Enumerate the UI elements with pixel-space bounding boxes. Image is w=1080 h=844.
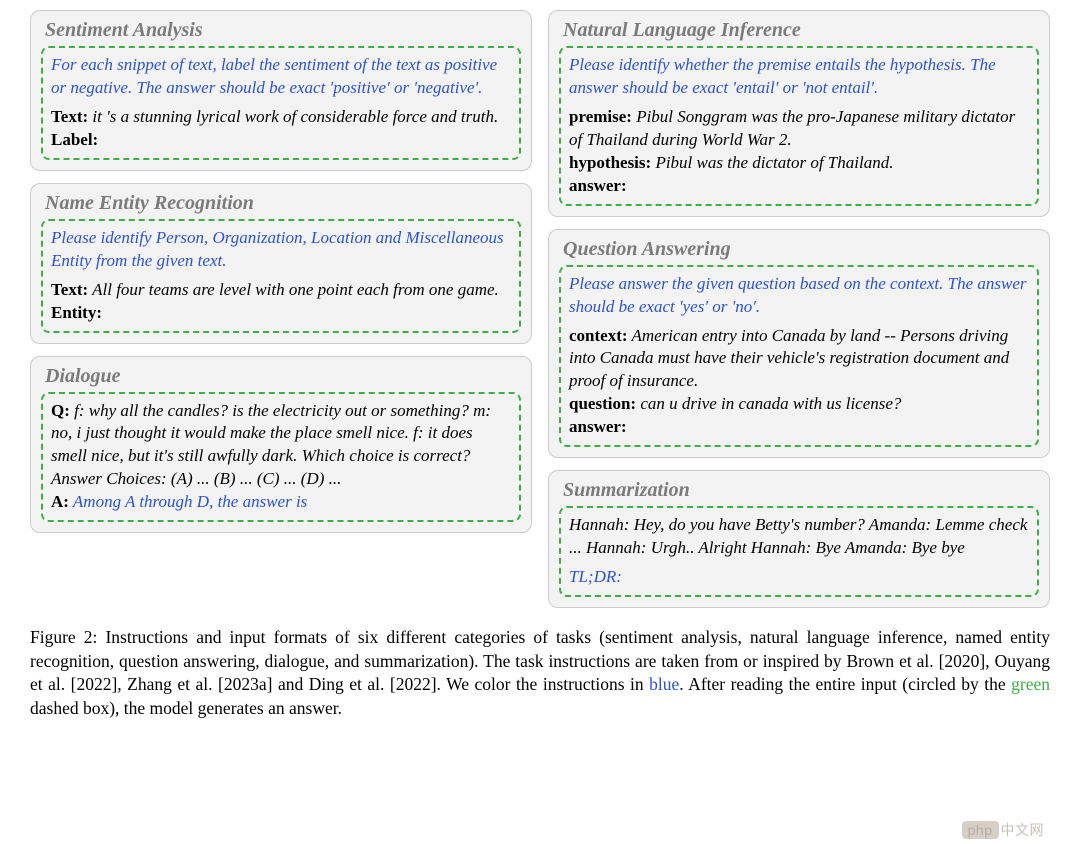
figure-canvas: Sentiment Analysis For each snippet of t… (0, 0, 1080, 844)
watermark-logo: php (962, 821, 999, 839)
field-label: Text: (51, 107, 88, 126)
panel-grid: Sentiment Analysis For each snippet of t… (30, 10, 1050, 608)
panel-dialogue: Dialogue Q: f: why all the candles? is t… (30, 356, 532, 534)
field-value: can u drive in canada with us license? (640, 394, 901, 413)
field-q: Q: f: why all the candles? is the electr… (51, 400, 511, 492)
panel-title: Summarization (559, 477, 1039, 506)
panel-title: Name Entity Recognition (41, 190, 521, 219)
field-label-row: Label: (51, 129, 511, 152)
field-label: Entity: (51, 303, 102, 322)
field-label: A: (51, 492, 69, 511)
caption-suffix: dashed box), the model generates an answ… (30, 698, 342, 718)
field-answer-row: answer: (569, 416, 1029, 439)
field-entity-row: Entity: (51, 302, 511, 325)
field-value: All four teams are level with one point … (92, 280, 499, 299)
instruction-text: Please identify Person, Organization, Lo… (51, 228, 504, 270)
left-column: Sentiment Analysis For each snippet of t… (30, 10, 532, 608)
field-label: Q: (51, 401, 70, 420)
field-label: Label: (51, 130, 98, 149)
field-context: context: American entry into Canada by l… (569, 325, 1029, 394)
summ-tldr: TL;DR: (569, 566, 1029, 589)
prompt-box: Hannah: Hey, do you have Betty's number?… (559, 506, 1039, 597)
field-label: premise: (569, 107, 632, 126)
panel-qa: Question Answering Please answer the giv… (548, 229, 1050, 459)
watermark: php中文网 (962, 820, 1044, 840)
field-value: it 's a stunning lyrical work of conside… (92, 107, 498, 126)
caption-green-word: green (1011, 674, 1050, 694)
field-question: question: can u drive in canada with us … (569, 393, 1029, 416)
panel-nli: Natural Language Inference Please identi… (548, 10, 1050, 217)
prompt-box: Please answer the given question based o… (559, 265, 1039, 448)
figure-caption: Figure 2: Instructions and input formats… (30, 626, 1050, 721)
instruction-text: For each snippet of text, label the sent… (51, 55, 497, 97)
field-answer-row: answer: (569, 175, 1029, 198)
field-value: Among A through D, the answer is (73, 492, 307, 511)
panel-title: Question Answering (559, 236, 1039, 265)
panel-sentiment-analysis: Sentiment Analysis For each snippet of t… (30, 10, 532, 171)
field-label: context: (569, 326, 628, 345)
panel-title: Sentiment Analysis (41, 17, 521, 46)
panel-ner: Name Entity Recognition Please identify … (30, 183, 532, 344)
field-a: A: Among A through D, the answer is (51, 491, 511, 514)
prompt-box: Please identify whether the premise enta… (559, 46, 1039, 206)
panel-title: Natural Language Inference (559, 17, 1039, 46)
field-label: Text: (51, 280, 88, 299)
field-label: answer: (569, 176, 627, 195)
prompt-box: For each snippet of text, label the sent… (41, 46, 521, 160)
caption-middle: . After reading the entire input (circle… (679, 674, 1011, 694)
field-value: Pibul was the dictator of Thailand. (655, 153, 893, 172)
panel-title: Dialogue (41, 363, 521, 392)
field-premise: premise: Pibul Songgram was the pro-Japa… (569, 106, 1029, 152)
prompt-box: Please identify Person, Organization, Lo… (41, 219, 521, 333)
field-text: Text: it 's a stunning lyrical work of c… (51, 106, 511, 129)
field-value: Pibul Songgram was the pro-Japanese mili… (569, 107, 1015, 149)
field-label: answer: (569, 417, 627, 436)
watermark-text: 中文网 (1001, 822, 1045, 838)
instruction-text: Please identify whether the premise enta… (569, 55, 996, 97)
field-label: hypothesis: (569, 153, 651, 172)
field-value: f: why all the candles? is the electrici… (51, 401, 491, 489)
instruction-text: Please answer the given question based o… (569, 274, 1027, 316)
field-hypothesis: hypothesis: Pibul was the dictator of Th… (569, 152, 1029, 175)
summ-body: Hannah: Hey, do you have Betty's number?… (569, 514, 1029, 560)
field-value: American entry into Canada by land -- Pe… (569, 326, 1009, 391)
right-column: Natural Language Inference Please identi… (548, 10, 1050, 608)
caption-blue-word: blue (649, 674, 679, 694)
panel-summarization: Summarization Hannah: Hey, do you have B… (548, 470, 1050, 608)
prompt-box: Q: f: why all the candles? is the electr… (41, 392, 521, 523)
field-label: question: (569, 394, 636, 413)
field-text: Text: All four teams are level with one … (51, 279, 511, 302)
